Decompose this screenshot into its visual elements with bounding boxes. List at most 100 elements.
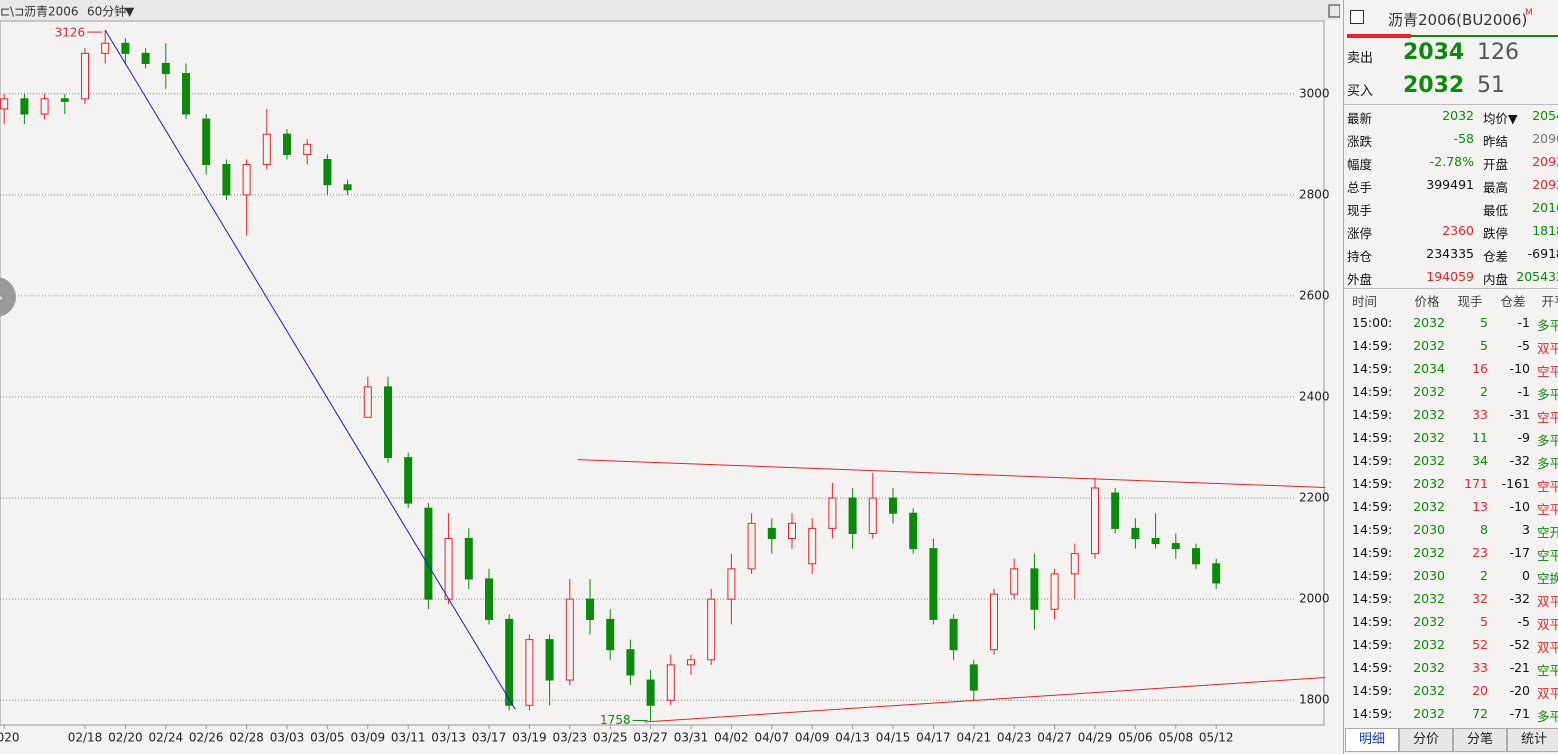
nav-button[interactable]	[0, 277, 16, 317]
candle-body	[121, 42, 130, 54]
trade-type: 空平	[1537, 663, 1558, 678]
candle-body	[182, 73, 190, 115]
x-tick-label: 05/06	[1118, 731, 1153, 745]
y-tick-label: 2000	[1299, 592, 1330, 606]
trade-type: 空平	[1537, 548, 1558, 563]
trend-line	[104, 29, 516, 710]
field-label: 昨结	[1483, 134, 1509, 149]
field-label: 仓差	[1483, 249, 1509, 264]
trade-volume: 16	[1472, 361, 1488, 376]
trade-change: -161	[1501, 476, 1530, 491]
tab[interactable]: 统计	[1507, 728, 1558, 752]
y-tick-label: 2800	[1299, 187, 1330, 201]
trade-change: -9	[1517, 430, 1530, 445]
field-value: 234335	[1426, 246, 1474, 261]
nav-arrow[interactable]: ›	[0, 291, 3, 305]
trade-price: 2032	[1413, 660, 1445, 675]
trade-price: 2032	[1413, 430, 1445, 445]
candle-body	[929, 548, 938, 620]
restore-icon[interactable]	[1328, 4, 1340, 18]
trade-price: 2034	[1413, 361, 1445, 376]
trade-change: -21	[1509, 660, 1530, 675]
column-header: 价格	[1414, 294, 1440, 309]
field-label: 内盘	[1483, 272, 1509, 287]
candle-body	[101, 42, 110, 54]
trade-type: 空平	[1537, 479, 1558, 494]
plot-area	[0, 20, 1325, 726]
candle-body	[707, 598, 716, 661]
trade-price: 2032	[1413, 683, 1445, 698]
tab[interactable]: 分笔	[1453, 728, 1507, 752]
field-label: 跌停	[1483, 226, 1509, 241]
divider	[1343, 104, 1558, 105]
candle-body	[666, 664, 675, 701]
trade-type: 双平	[1537, 617, 1558, 632]
trade-change: -1	[1517, 315, 1530, 330]
trade-type: 多平	[1537, 456, 1558, 471]
field-value: 1818	[1532, 223, 1558, 238]
x-tick-label: 03/25	[593, 731, 628, 745]
trade-time: 14:59:55	[1352, 545, 1392, 560]
collapse-icon[interactable]	[1350, 10, 1364, 24]
x-tick-label: 03/19	[512, 731, 547, 745]
x-tick-label: 03/23	[553, 731, 588, 745]
annotation: 3126	[55, 26, 86, 40]
candle-body	[404, 457, 413, 504]
y-tick-label: 1800	[1299, 693, 1330, 707]
trade-time: 14:59:54	[1352, 591, 1392, 606]
trade-time: 14:59:59	[1352, 338, 1392, 353]
candle-body	[363, 386, 372, 418]
field-value: -2.78%	[1429, 154, 1474, 169]
toolbar-icon: ⊏\⊐	[0, 5, 24, 19]
x-tick-label: 03/27	[633, 731, 668, 745]
toolbar	[0, 0, 1340, 20]
tab[interactable]: 明细	[1345, 728, 1399, 752]
trade-volume: 5	[1480, 338, 1488, 353]
chart: ⊏\⊐ 沥青2006 60分钟 ▼ › 1800 2000 2200 2400 2600…	[0, 0, 1340, 745]
trade-change: -5	[1517, 338, 1530, 353]
trade-change: -20	[1509, 683, 1530, 698]
period[interactable]: 60分钟	[87, 4, 126, 19]
candle-body	[40, 98, 49, 115]
trade-time: 14:59:58	[1352, 384, 1392, 399]
candle-body	[60, 98, 69, 102]
quote-mark: M	[1525, 8, 1533, 18]
candle-body	[262, 133, 271, 166]
field-label: 幅度	[1347, 157, 1373, 172]
candle-body	[323, 158, 332, 186]
trade-price: 2032	[1413, 637, 1445, 652]
y-tick-label: 2200	[1299, 491, 1330, 505]
x-tick-label: 04/29	[1078, 731, 1113, 745]
trade-volume: 2	[1480, 384, 1488, 399]
trade-volume: 72	[1472, 706, 1488, 721]
field-label: 总手	[1347, 180, 1373, 195]
trade-volume: 171	[1464, 476, 1488, 491]
trade-change: -32	[1509, 453, 1530, 468]
bar-red	[1347, 34, 1411, 38]
field-label: 涨停	[1347, 226, 1373, 241]
period-dropdown[interactable]: ▼	[125, 5, 135, 19]
column-header: 仓差	[1500, 294, 1526, 309]
symbol[interactable]: 沥青2006	[24, 5, 79, 19]
field-label: 涨跌	[1347, 134, 1373, 149]
candle-body	[848, 497, 857, 534]
trade-price: 2032	[1413, 499, 1445, 514]
field-label: 均价▼	[1483, 111, 1518, 126]
trade-volume: 2	[1480, 568, 1488, 583]
x-tick-label: 03/17	[472, 731, 507, 745]
tab[interactable]: 分价	[1399, 728, 1453, 752]
x-tick-label: 05/08	[1159, 731, 1194, 745]
trade-time: 14:59:55	[1352, 522, 1392, 537]
trade-change: -5	[1517, 614, 1530, 629]
x-tick-label: 02/28	[229, 731, 264, 745]
candle-body	[242, 164, 251, 196]
candle-body	[0, 98, 9, 110]
candle-body	[646, 679, 655, 706]
field-value: 194059	[1426, 269, 1474, 284]
trade-type: 双平	[1537, 341, 1558, 356]
field-label: 持仓	[1347, 249, 1373, 264]
column-header: 现手	[1457, 294, 1483, 309]
field-label: 现手	[1347, 203, 1373, 218]
trade-price: 2032	[1413, 338, 1445, 353]
candle-body	[1050, 573, 1059, 610]
